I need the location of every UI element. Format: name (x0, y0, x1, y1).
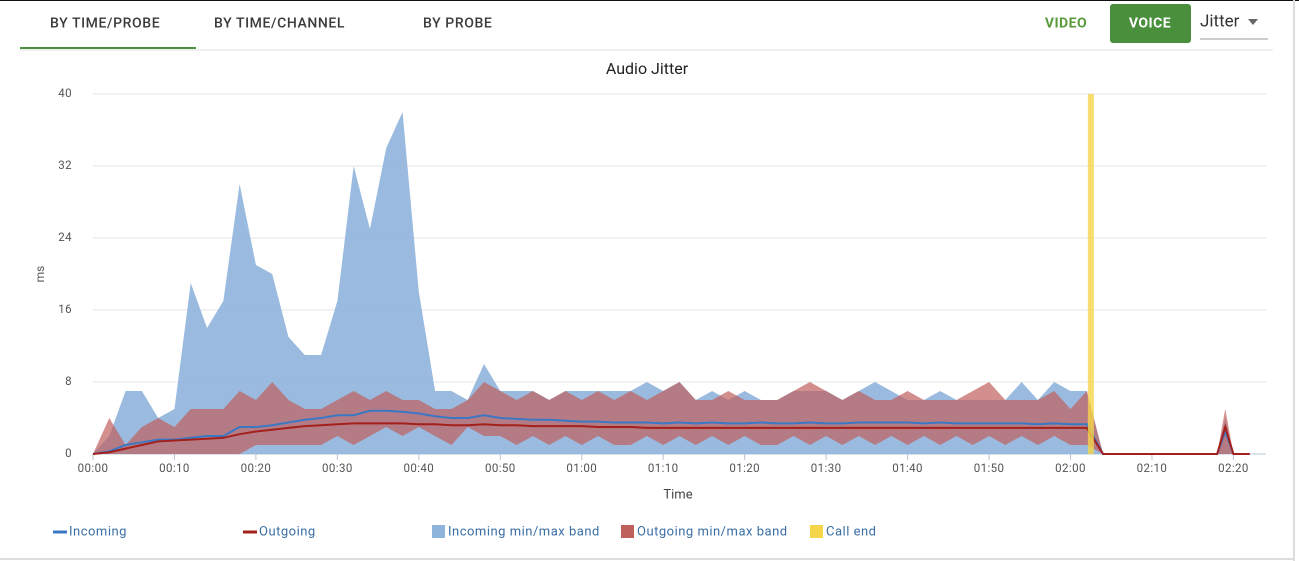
x-tick-label: 02:10 (1137, 461, 1168, 475)
x-tick-label: 00:20 (241, 461, 272, 475)
x-tick-label: 00:00 (78, 461, 109, 475)
legend-label[interactable]: Outgoing min/max band (637, 524, 788, 539)
legend-swatch (621, 525, 634, 538)
y-tick-label: 0 (65, 446, 72, 460)
chart-title: Audio Jitter (606, 59, 689, 78)
tab[interactable]: BY TIME/PROBE (50, 16, 160, 32)
legend-swatch (243, 530, 257, 534)
tab[interactable]: BY PROBE (423, 16, 492, 32)
tab[interactable]: BY TIME/CHANNEL (214, 16, 345, 32)
x-tick-label: 00:40 (404, 461, 435, 475)
card-edge-bottom (0, 558, 1295, 560)
band-area (93, 112, 1250, 454)
legend-label[interactable]: Incoming min/max band (448, 524, 600, 539)
card-edge (1293, 0, 1295, 561)
x-tick-label: 01:30 (811, 461, 842, 475)
series-line (92, 422, 1250, 455)
legend-label[interactable]: Call end (826, 524, 876, 539)
legend-label[interactable]: Incoming (69, 524, 127, 539)
y-tick-label: 8 (65, 374, 72, 388)
voice-label[interactable]: VOICE (1129, 16, 1171, 32)
x-tick-label: 00:30 (322, 461, 353, 475)
series-line (92, 409, 1250, 455)
tab-underline (20, 47, 196, 49)
y-tick-label: 40 (58, 86, 72, 100)
x-tick-label: 00:50 (485, 461, 516, 475)
band-area (93, 382, 1250, 454)
x-tick-label: 01:00 (566, 461, 597, 475)
video-button[interactable]: VIDEO (1045, 16, 1087, 32)
x-tick-label: 00:10 (159, 461, 190, 475)
metric-select[interactable]: Jitter (1200, 11, 1240, 31)
legend-label[interactable]: Outgoing (259, 524, 316, 539)
voice-button[interactable] (1110, 4, 1191, 43)
y-tick-label: 16 (58, 302, 72, 316)
call-end-marker (1087, 94, 1094, 454)
x-tick-label: 02:20 (1218, 461, 1249, 475)
x-axis-label: Time (663, 487, 692, 502)
dropdown-caret[interactable] (1248, 19, 1258, 25)
x-tick-label: 01:50 (974, 461, 1005, 475)
top-border (0, 0, 1299, 1)
x-tick-label: 02:00 (1055, 461, 1086, 475)
y-axis-label: ms (33, 266, 47, 283)
y-tick-label: 24 (58, 230, 72, 244)
x-tick-label: 01:10 (648, 461, 679, 475)
legend-swatch (432, 525, 445, 538)
legend-swatch (810, 525, 823, 538)
x-tick-label: 01:40 (892, 461, 923, 475)
legend-swatch (53, 530, 67, 534)
x-tick-label: 01:20 (729, 461, 760, 475)
y-tick-label: 32 (58, 158, 72, 172)
